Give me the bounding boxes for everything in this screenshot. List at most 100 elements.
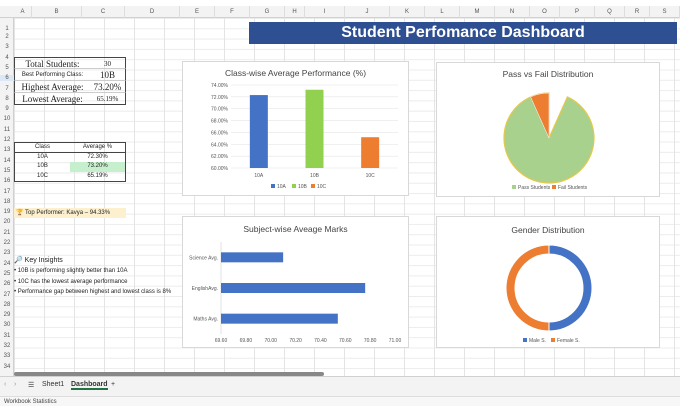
row-header[interactable]: 8 — [5, 95, 9, 102]
table-cell[interactable]: 72.30% — [87, 153, 108, 160]
row-header[interactable]: 13 — [3, 147, 11, 154]
table-cell[interactable]: 10B — [37, 163, 48, 169]
all-sheets-icon[interactable]: ☰ — [28, 382, 35, 389]
table-row: 10B 73.20% — [15, 162, 125, 172]
column-header[interactable]: F — [215, 6, 250, 18]
table-cell[interactable]: 10C — [36, 172, 48, 179]
column-header[interactable]: O — [530, 6, 560, 18]
y-tick-label: 70.00% — [211, 107, 229, 113]
column-header[interactable]: M — [460, 6, 495, 18]
row-header[interactable]: 11 — [3, 126, 11, 133]
class-average-chart[interactable]: Class-wise Average Performance (%) 60.00… — [182, 61, 409, 196]
row-header[interactable]: 27 — [3, 291, 11, 298]
total-students-label[interactable]: Total Students: — [25, 59, 80, 69]
prev-sheet-icon[interactable]: ‹ — [4, 381, 7, 388]
column-header[interactable]: J — [345, 6, 390, 18]
row-header[interactable]: 16 — [3, 178, 11, 185]
column-header[interactable]: B — [32, 6, 82, 18]
row-header[interactable]: 28 — [3, 301, 11, 308]
y-tick-label: 74.00% — [211, 83, 229, 89]
row-header[interactable]: 6 — [0, 75, 14, 82]
doughnut-slice — [548, 244, 593, 332]
column-header[interactable]: P — [560, 6, 595, 18]
row-header[interactable]: 12 — [3, 137, 11, 143]
row-header[interactable]: 21 — [3, 229, 11, 236]
table-cell[interactable]: 73.20% — [70, 162, 125, 172]
horizontal-scrollbar[interactable] — [14, 372, 324, 376]
tab-dashboard[interactable]: Dashboard — [71, 381, 108, 390]
highest-average-value[interactable]: 73.20% — [93, 82, 122, 92]
row-header[interactable]: 34 — [3, 363, 11, 370]
subject-average-chart[interactable]: Subject-wise Aveage Marks 69.60 69.80 70.0… — [182, 216, 409, 348]
row-header[interactable]: 26 — [3, 281, 11, 288]
bar — [221, 313, 338, 324]
column-header[interactable]: K — [390, 6, 425, 18]
row-header[interactable]: 4 — [5, 54, 9, 61]
sheet-tabs-bar: ‹ › ☰ Sheet1 Dashboard + — [0, 372, 680, 396]
column-header[interactable]: N — [495, 6, 530, 18]
row-header[interactable]: 24 — [3, 260, 11, 267]
row-header[interactable]: 2 — [5, 34, 9, 40]
insight-item[interactable]: • Performance gap between highest and lo… — [14, 288, 172, 295]
column-header[interactable]: D — [125, 6, 180, 18]
table-cell[interactable]: 65.19% — [87, 172, 108, 179]
gender-chart[interactable]: Gender Distribution Male S. Female S. — [436, 216, 660, 348]
table-header-class[interactable]: Class — [34, 144, 50, 150]
y-tick-label: Maths Avg. — [193, 317, 218, 323]
add-sheet-button[interactable]: + — [111, 381, 116, 388]
column-header[interactable]: C — [82, 6, 125, 18]
row-header[interactable]: 10 — [3, 116, 11, 123]
row-header[interactable]: 3 — [5, 44, 9, 51]
class-average-table: Class Average % 10A 72.30% 10B 73.20% 10… — [14, 142, 126, 182]
table-header-average[interactable]: Average % — [82, 144, 113, 150]
column-header[interactable]: E — [180, 6, 215, 18]
column-header[interactable]: Q — [595, 6, 625, 18]
column-header[interactable]: R — [625, 6, 650, 18]
top-performer-cell[interactable]: 🏆 Top Performer: Kavya – 94.33% — [14, 208, 126, 218]
row-header[interactable]: 32 — [3, 343, 11, 349]
y-tick-label: 64.00% — [211, 142, 229, 148]
column-header[interactable]: L — [425, 6, 460, 18]
column-header[interactable]: S — [650, 6, 680, 18]
row-header[interactable]: 30 — [3, 322, 11, 329]
highest-average-label[interactable]: Highest Average: — [21, 82, 84, 92]
tab-sheet1[interactable]: Sheet1 — [42, 381, 65, 388]
row-header[interactable]: 33 — [3, 353, 11, 360]
row-header[interactable]: 15 — [3, 167, 11, 174]
row-header[interactable]: 23 — [3, 250, 11, 257]
column-header[interactable]: H — [285, 6, 305, 18]
row-header[interactable]: 29 — [3, 312, 11, 319]
best-class-value[interactable]: 10B — [99, 70, 115, 80]
total-students-value[interactable]: 30 — [104, 60, 111, 68]
y-tick-label: Science Avg. — [189, 255, 218, 261]
column-header[interactable]: G — [250, 6, 285, 18]
row-header[interactable]: 17 — [3, 188, 11, 195]
column-header[interactable]: I — [305, 6, 345, 18]
next-sheet-icon[interactable]: › — [14, 381, 17, 388]
row-header[interactable]: 1 — [5, 26, 9, 32]
x-tick-label: 10B — [310, 173, 320, 179]
lowest-average-value[interactable]: 65.19% — [96, 95, 119, 103]
bar — [249, 95, 268, 168]
insight-item[interactable]: • 10C has the lowest average performance — [14, 278, 128, 285]
table-cell[interactable]: 10A — [37, 153, 48, 160]
insight-item[interactable]: • 10B is performing slightly better than… — [14, 268, 128, 275]
row-header[interactable]: 25 — [3, 270, 11, 277]
row-header[interactable]: 31 — [3, 332, 11, 339]
row-header[interactable]: 14 — [3, 157, 11, 164]
row-header[interactable]: 5 — [5, 64, 9, 71]
pass-fail-chart[interactable]: Pass vs Fail Distribution Pass Students F… — [436, 62, 660, 197]
row-header[interactable]: 9 — [5, 106, 9, 113]
row-header[interactable]: 19 — [3, 209, 11, 216]
status-bar: Workbook Statistics — [0, 396, 680, 406]
best-class-label[interactable]: Best Performing Class: — [21, 72, 84, 78]
row-header[interactable]: 22 — [3, 240, 11, 246]
row-header[interactable]: 7 — [5, 85, 9, 92]
row-header[interactable]: 18 — [3, 198, 11, 205]
row-header[interactable]: 20 — [3, 219, 11, 226]
legend-label: Fail Students — [558, 185, 588, 191]
lowest-average-label[interactable]: Lowest Average: — [22, 94, 83, 104]
row-headers: 1 2 3 4 5 6 7 8 9 10 11 12 13 14 15 16 17 18 19 20 21 22 23 24 2… — [0, 18, 14, 376]
column-header[interactable]: A — [14, 6, 32, 18]
y-tick-label: 62.00% — [211, 154, 229, 160]
